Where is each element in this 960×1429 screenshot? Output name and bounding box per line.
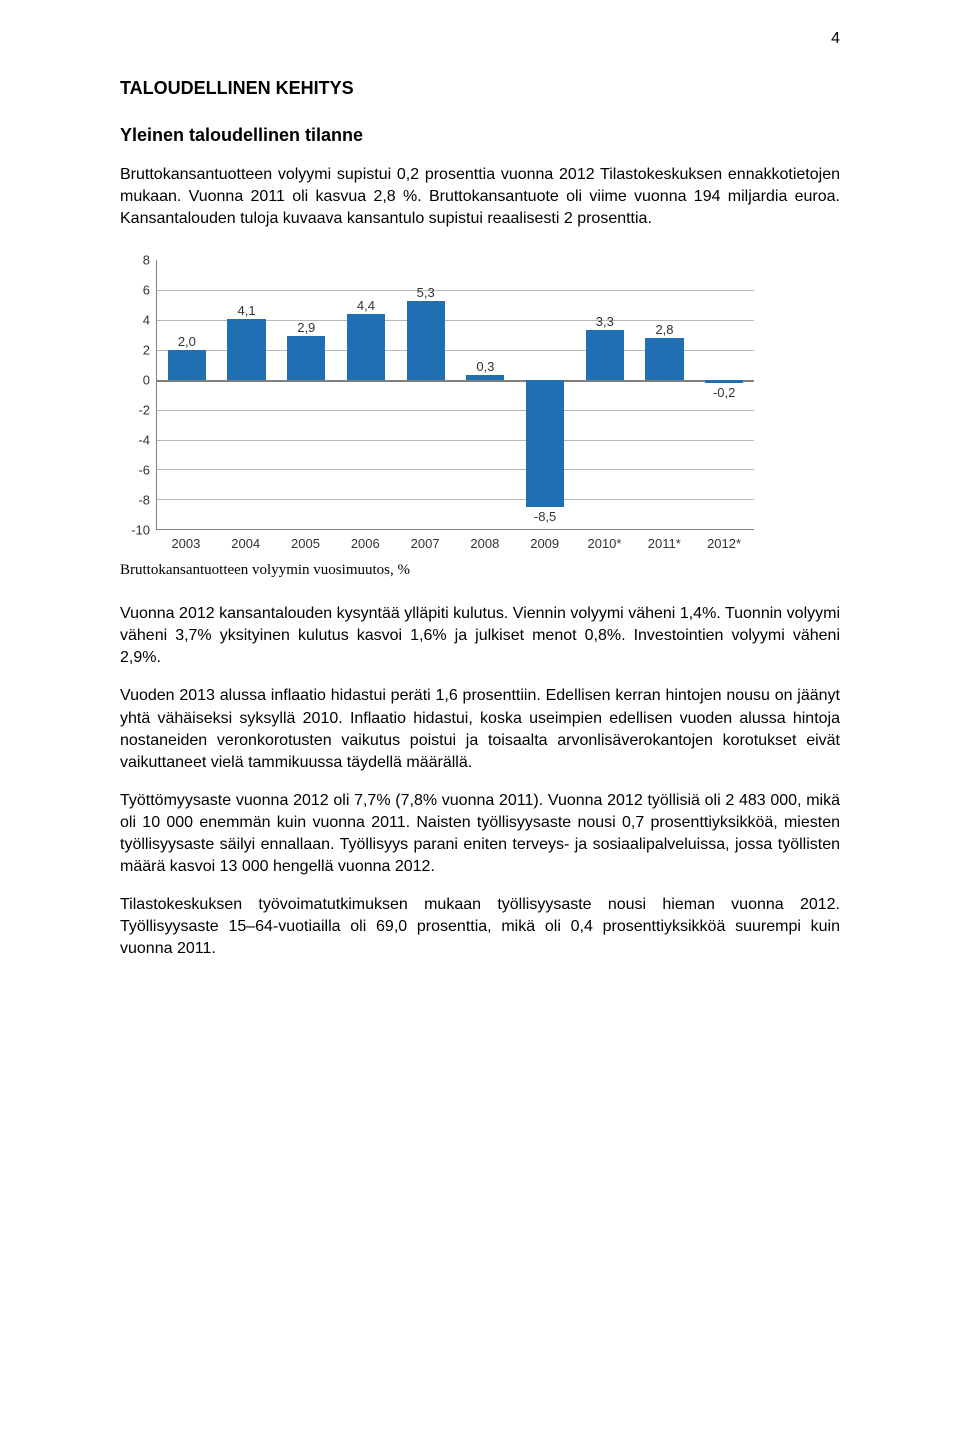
- chart-gridline: [157, 440, 754, 441]
- chart-bar: [168, 350, 206, 380]
- chart-x-tick-label: 2005: [276, 532, 336, 556]
- chart-bars: 2,0 4,1 2,94,45,3 0,3 -8,5 3,32,8 -0,2: [157, 260, 754, 529]
- chart-y-tick-label: -8: [120, 493, 150, 508]
- chart-bar-cell: 2,8: [635, 260, 695, 529]
- chart-bar: [586, 330, 624, 379]
- chart-bar: [526, 380, 564, 507]
- chart-y-tick-label: 2: [120, 343, 150, 358]
- chart-bar: [227, 319, 265, 380]
- chart-y-tick-label: -6: [120, 463, 150, 478]
- chart-x-tick-label: 2012*: [694, 532, 754, 556]
- chart-zero-line: [157, 380, 754, 382]
- chart-gridline: [157, 499, 754, 500]
- chart-x-tick-label: 2007: [395, 532, 455, 556]
- chart-y-tick-label: -10: [120, 523, 150, 538]
- gdp-chart: 2,0 4,1 2,94,45,3 0,3 -8,5 3,32,8 -0,2 8 6 4 2 0 -2…: [120, 256, 760, 556]
- chart-y-tick-label: 4: [120, 313, 150, 328]
- intro-paragraph: Bruttokansantuotteen volyymi supistui 0,…: [120, 164, 840, 230]
- chart-bar-value-label: -0,2: [694, 385, 754, 400]
- chart-bar-cell: 0,3: [456, 260, 516, 529]
- chart-bar-value-label: 2,8: [635, 322, 695, 337]
- chart-y-tick-label: -2: [120, 403, 150, 418]
- chart-bar-cell: 2,9: [276, 260, 336, 529]
- chart-bar-cell: 2,0: [157, 260, 217, 529]
- chart-bar: [287, 336, 325, 379]
- chart-x-tick-label: 2003: [156, 532, 216, 556]
- chart-x-tick-label: 2006: [335, 532, 395, 556]
- paragraph-3: Vuoden 2013 alussa inflaatio hidastui pe…: [120, 685, 840, 773]
- chart-plot-area: 2,0 4,1 2,94,45,3 0,3 -8,5 3,32,8 -0,2: [156, 260, 754, 530]
- heading-sub: Yleinen taloudellinen tilanne: [120, 125, 840, 146]
- chart-x-labels: 20032004200520062007200820092010*2011*20…: [156, 532, 754, 556]
- chart-bar-value-label: 0,3: [456, 359, 516, 374]
- chart-bar-cell: 3,3: [575, 260, 635, 529]
- chart-bar-value-label: 2,0: [157, 334, 217, 349]
- paragraph-5: Tilastokeskuksen työvoimatutkimuksen muk…: [120, 894, 840, 960]
- chart-gridline: [157, 469, 754, 470]
- chart-x-tick-label: 2011*: [634, 532, 694, 556]
- page: 4 TALOUDELLINEN KEHITYS Yleinen taloudel…: [0, 0, 960, 1016]
- chart-x-tick-label: 2004: [216, 532, 276, 556]
- chart-bar: [407, 301, 445, 380]
- chart-bar-cell: -0,2: [694, 260, 754, 529]
- page-number: 4: [120, 30, 840, 48]
- chart-bar: [466, 375, 504, 379]
- chart-x-tick-label: 2010*: [575, 532, 635, 556]
- chart-y-tick-label: 8: [120, 253, 150, 268]
- paragraph-2: Vuonna 2012 kansantalouden kysyntää yllä…: [120, 603, 840, 669]
- chart-bar: [645, 338, 683, 380]
- chart-bar-value-label: 2,9: [276, 320, 336, 335]
- chart-bar-value-label: -8,5: [515, 509, 575, 524]
- chart-gridline: [157, 410, 754, 411]
- chart-y-tick-label: -4: [120, 433, 150, 448]
- chart-bar-value-label: 5,3: [396, 285, 456, 300]
- chart-bar: [347, 314, 385, 380]
- chart-bar-value-label: 4,1: [217, 303, 277, 318]
- chart-bar: [705, 380, 743, 383]
- chart-x-tick-label: 2008: [455, 532, 515, 556]
- chart-bar-value-label: 3,3: [575, 314, 635, 329]
- chart-y-tick-label: 0: [120, 373, 150, 388]
- chart-y-tick-label: 6: [120, 283, 150, 298]
- chart-bar-cell: 4,1: [217, 260, 277, 529]
- heading-main: TALOUDELLINEN KEHITYS: [120, 78, 840, 99]
- chart-bar-cell: 4,4: [336, 260, 396, 529]
- chart-caption: Bruttokansantuotteen volyymin vuosimuuto…: [120, 562, 840, 579]
- chart-x-tick-label: 2009: [515, 532, 575, 556]
- chart-bar-cell: -8,5: [515, 260, 575, 529]
- chart-bar-cell: 5,3: [396, 260, 456, 529]
- paragraph-4: Työttömyysaste vuonna 2012 oli 7,7% (7,8…: [120, 790, 840, 878]
- chart-bar-value-label: 4,4: [336, 298, 396, 313]
